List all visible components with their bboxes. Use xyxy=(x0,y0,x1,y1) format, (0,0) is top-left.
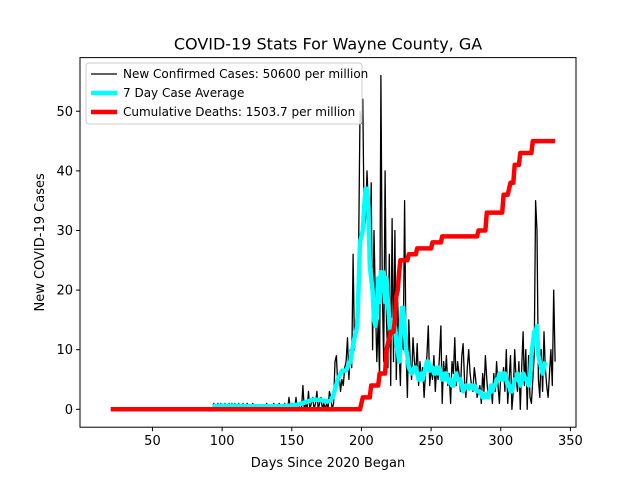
x-tick-label: 250 xyxy=(419,434,444,449)
y-tick-label: 0 xyxy=(65,403,73,418)
series-line-2 xyxy=(212,186,548,409)
y-tick-label: 50 xyxy=(56,105,73,120)
y-axis-title: New COVID-19 Cases xyxy=(33,173,48,311)
y-tick-label: 20 xyxy=(56,284,73,299)
x-tick-label: 100 xyxy=(210,434,235,449)
legend-label-1: New Confirmed Cases: 50600 per million xyxy=(123,67,368,81)
y-tick-label: 10 xyxy=(56,343,73,358)
legend: New Confirmed Cases: 50600 per million 7 … xyxy=(85,62,368,125)
y-tick-label: 30 xyxy=(56,224,73,239)
x-tick-label: 150 xyxy=(279,434,304,449)
plot-frame xyxy=(79,57,577,428)
x-tick-label: 200 xyxy=(349,434,374,449)
legend-box xyxy=(85,62,363,125)
chart-title: COVID-19 Stats For Wayne County, GA xyxy=(174,35,482,54)
series-layer xyxy=(110,74,556,412)
legend-label-3: Cumulative Deaths: 1503.7 per million xyxy=(123,105,355,119)
plot-area xyxy=(79,57,577,428)
x-tick-label: 300 xyxy=(488,434,513,449)
series-line-3 xyxy=(110,138,556,412)
x-axis: 50 100 150 200 250 300 350 xyxy=(144,427,583,449)
x-tick-label: 350 xyxy=(558,434,583,449)
legend-label-2: 7 Day Case Average xyxy=(123,86,244,100)
y-axis: 0 10 20 30 40 50 xyxy=(56,105,80,418)
y-tick-label: 40 xyxy=(56,164,73,179)
x-axis-title: Days Since 2020 Began xyxy=(251,456,406,471)
x-tick-label: 50 xyxy=(144,434,161,449)
